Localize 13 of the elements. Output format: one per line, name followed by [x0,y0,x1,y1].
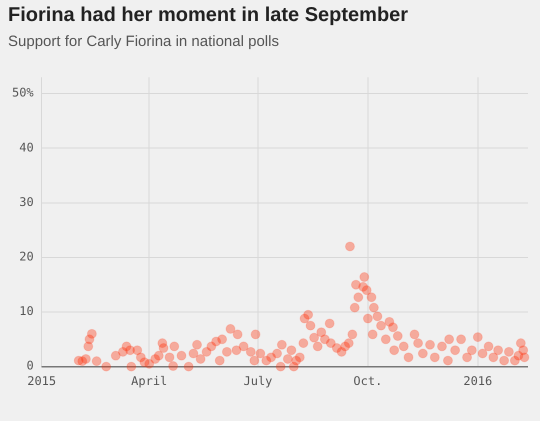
y-tick-label: 10 [19,304,34,318]
y-tick-label: 50% [12,86,34,100]
y-tick-label: 30 [19,194,34,209]
x-tick-label: 2016 [463,374,492,388]
y-tick-label: 20 [19,250,34,264]
x-tick-label: July [244,374,272,388]
x-tick-label: April [131,374,168,388]
x-tick-label: 2015 [27,374,56,388]
y-tick-label: 0 [26,358,34,373]
y-tick-label: 40 [19,140,34,154]
chart-title: Fiorina had her moment in late September [8,4,408,27]
chart-subtitle: Support for Carly Fiorina in national polls [8,33,279,50]
x-tick-label: Oct. [353,374,382,388]
